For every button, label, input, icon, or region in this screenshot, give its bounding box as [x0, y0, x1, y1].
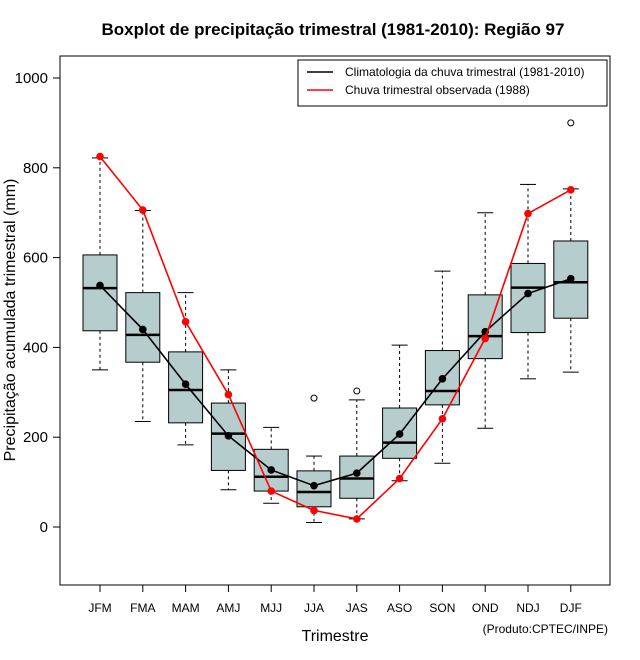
series-point — [438, 375, 447, 383]
legend: Climatologia da chuva trimestral (1981-2… — [297, 59, 608, 107]
x-tick-label: AMJ — [216, 601, 240, 615]
legend-entry: Climatologia da chuva trimestral (1981-2… — [345, 65, 584, 79]
series-point — [181, 318, 190, 326]
legend-entry: Chuva trimestral observada (1988) — [345, 83, 530, 97]
y-tick-label: 800 — [23, 160, 48, 177]
outlier-point — [567, 119, 575, 127]
box-aso — [382, 344, 418, 482]
x-axis-label: Trimestre — [302, 628, 369, 645]
x-tick-label: DJF — [560, 601, 582, 615]
series-point — [139, 206, 147, 214]
series-point — [481, 334, 490, 343]
y-tick-label: 1000 — [15, 70, 48, 87]
x-tick-label: MAM — [172, 601, 200, 615]
series-point — [353, 515, 361, 523]
box-jas — [339, 387, 375, 520]
y-tick-label: 200 — [23, 429, 48, 446]
y-axis: 0 200 400 600 800 1000 — [15, 70, 61, 536]
box-djf — [553, 119, 589, 373]
series-point — [96, 281, 104, 290]
y-axis-label: Precipitação acumulada trimestral (mm) — [2, 179, 19, 462]
x-tick-label: NDJ — [516, 601, 539, 615]
x-tick-label: SON — [429, 601, 455, 615]
x-tick-label: ASO — [387, 601, 412, 615]
box-iqr — [510, 262, 546, 334]
series-point — [353, 469, 361, 477]
series-point — [96, 152, 104, 161]
box-amj — [210, 369, 246, 491]
series-observed — [96, 152, 575, 523]
outlier-point — [310, 394, 318, 402]
series-point — [524, 209, 532, 218]
series-point — [395, 430, 404, 438]
series-point — [438, 414, 447, 423]
series-lines-group — [96, 152, 575, 523]
box-jja — [296, 394, 332, 524]
series-point — [395, 474, 404, 483]
series-point — [567, 274, 575, 283]
box-iqr — [82, 254, 118, 332]
outlier-point — [353, 387, 361, 395]
box-mam — [168, 292, 204, 446]
series-line — [99, 277, 572, 487]
series-point — [139, 325, 147, 334]
series-point — [224, 390, 233, 399]
series-point — [267, 487, 276, 495]
series-point — [567, 186, 575, 194]
series-point — [267, 466, 276, 474]
box-iqr — [168, 351, 204, 424]
boxes-group — [82, 119, 589, 524]
series-point — [310, 481, 318, 490]
chart-title: Boxplot de precipitação trimestral (1981… — [102, 20, 565, 39]
y-tick-label: 600 — [23, 250, 48, 267]
legend-box — [297, 59, 608, 107]
x-tick-label: JFM — [88, 601, 111, 615]
y-tick-label: 400 — [23, 339, 48, 356]
x-tick-label: FMA — [130, 601, 155, 615]
series-point — [524, 289, 532, 298]
series-point — [224, 432, 233, 440]
y-tick-label: 0 — [40, 519, 48, 536]
series-line — [99, 156, 572, 520]
box-jfm — [82, 157, 118, 371]
box-son — [424, 270, 460, 464]
series-point — [310, 506, 318, 515]
x-axis: JFM FMA MAM AMJ MJJ JJA JAS ASO SON OND NDJ DJF — [88, 584, 582, 615]
box-ndj — [510, 183, 546, 380]
series-climatology — [96, 274, 575, 490]
x-tick-label: JJA — [304, 601, 324, 615]
series-point — [181, 380, 190, 389]
x-tick-label: OND — [472, 601, 499, 615]
x-tick-label: MJJ — [260, 601, 282, 615]
product-credit: (Produto:CPTEC/INPE) — [483, 622, 608, 636]
x-tick-label: JAS — [346, 601, 368, 615]
